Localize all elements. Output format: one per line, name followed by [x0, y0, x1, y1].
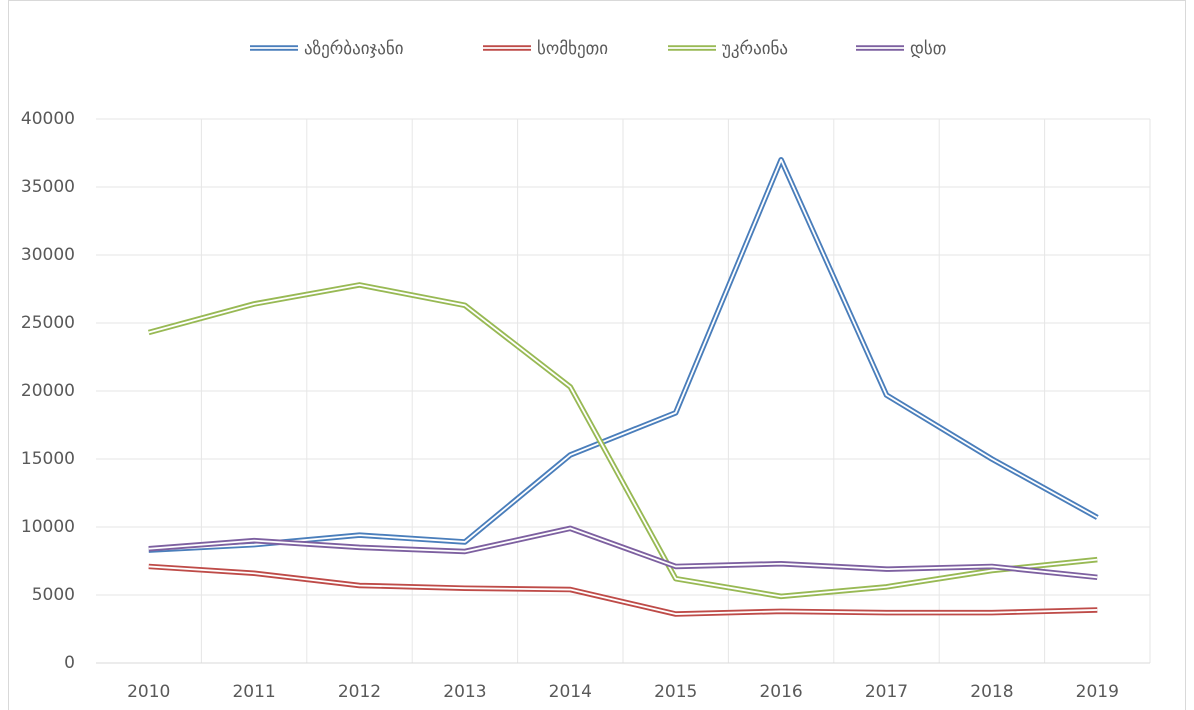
y-tick-label: 0: [64, 653, 75, 673]
x-tick-label: 2015: [654, 682, 697, 702]
y-tick-label: 25000: [21, 313, 75, 333]
x-tick-label: 2019: [1076, 682, 1119, 702]
y-tick-label: 20000: [21, 381, 75, 401]
legend-label: აზერბაიჯანი: [304, 39, 404, 59]
y-tick-label: 10000: [21, 517, 75, 537]
y-tick-label: 35000: [21, 177, 75, 197]
x-tick-label: 2013: [443, 682, 486, 702]
x-tick-label: 2014: [549, 682, 592, 702]
series-line-inner: [148, 284, 1098, 598]
x-tick-label: 2017: [865, 682, 908, 702]
x-tick-label: 2011: [232, 682, 275, 702]
chart-border: [8, 0, 1186, 710]
legend-label: უკრაინა: [722, 39, 788, 59]
y-tick-label: 30000: [21, 245, 75, 265]
series-line-inner: [148, 527, 1098, 579]
series-line-inner: [148, 565, 1098, 615]
x-tick-label: 2012: [338, 682, 381, 702]
y-tick-label: 15000: [21, 449, 75, 469]
series-line-inner: [148, 158, 1098, 552]
x-tick-label: 2016: [759, 682, 802, 702]
x-tick-label: 2010: [127, 682, 170, 702]
x-tick-label: 2018: [970, 682, 1013, 702]
y-tick-label: 40000: [21, 109, 75, 129]
legend-label: სომხეთი: [537, 39, 608, 59]
y-tick-label: 5000: [32, 585, 75, 605]
legend-label: დსთ: [910, 39, 946, 59]
